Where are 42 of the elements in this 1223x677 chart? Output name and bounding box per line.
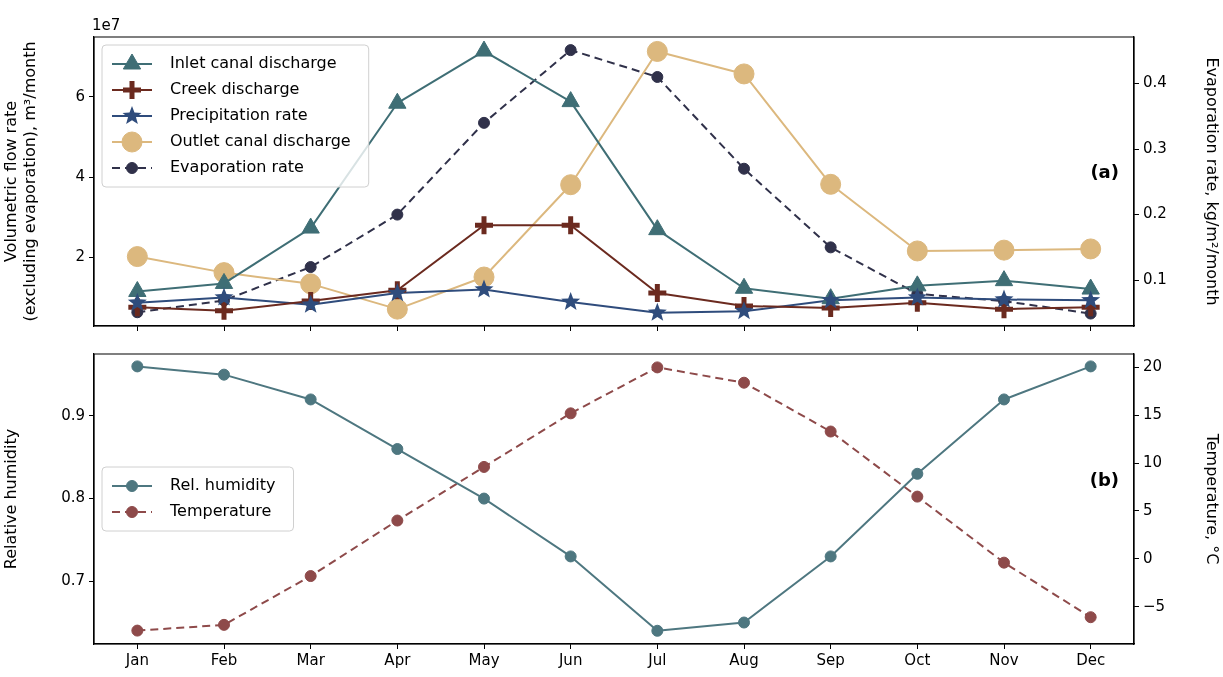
y2-tick-label: 0.4 [1143,73,1167,92]
legend-label: Temperature [169,501,272,521]
x-tick-label: Jan [124,650,149,669]
y2-tick-label: 20 [1143,357,1163,376]
legend-label: Inlet canal discharge [170,53,337,73]
annotation: (b) [1089,469,1119,491]
y-tick-label: 6 [75,86,85,105]
y2-tick-label: 0 [1143,548,1153,567]
x-tick-label: Dec [1076,650,1106,669]
y-axis-title: Volumetric flow rate (excluding evaporation), m³/month [0,41,39,322]
legend-label: Precipitation rate [170,105,308,125]
x-tick-label: Sep [816,650,845,669]
y-tick-label: 0.9 [61,405,85,424]
x-tick-label: Mar [296,650,326,669]
x-tick-label: Nov [989,650,1019,669]
x-tick-label: Aug [729,650,759,669]
x-tick-label: Jun [557,650,583,669]
y-axis-title: Relative humidity [0,428,20,570]
x-tick-label: Oct [904,650,931,669]
legend-label: Evaporation rate [170,157,304,177]
y2-tick-label: 5 [1143,500,1153,519]
y2-axis-title: Evaporation rate, kg/m²/month [1203,57,1223,306]
y-tick-label: 4 [75,166,85,185]
legend-label: Outlet canal discharge [170,131,351,151]
x-tick-label: May [468,650,500,669]
x-tick-label: Apr [384,650,412,669]
annotation: (a) [1090,160,1119,182]
legend-label: Rel. humidity [170,475,276,495]
y-tick-label: 2 [75,247,85,266]
x-tick-label: Feb [210,650,238,669]
y-tick-label: 0.7 [61,571,85,590]
y2-tick-label: −5 [1143,596,1166,615]
y-tick-label: 0.8 [61,488,85,507]
text: 1e7 [92,16,121,35]
y2-tick-label: 0.2 [1143,204,1167,223]
y2-tick-label: 0.3 [1143,138,1167,157]
y2-tick-label: 0.1 [1143,270,1167,289]
y2-tick-label: 10 [1143,453,1163,471]
y2-axis-title: Temperature, °C [1203,432,1223,565]
y2-tick-label: 15 [1143,405,1163,424]
x-tick-label: Jul [647,650,667,669]
legend-label: Creek discharge [170,79,300,99]
